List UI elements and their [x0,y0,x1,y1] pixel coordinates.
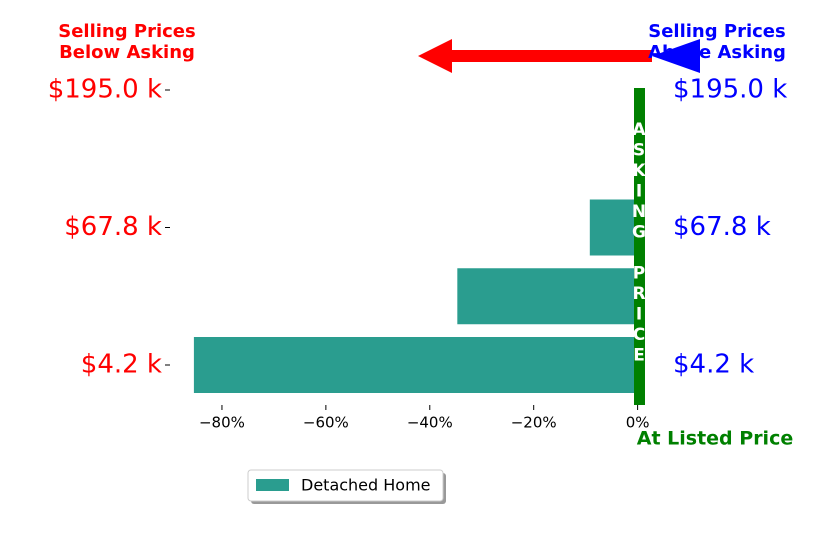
y-tick-label: $4.2 k [81,350,162,380]
y-tick-label: $67.8 k [64,212,162,242]
y2-tick-label: $195.0 k [673,75,787,105]
annotation: Selling Prices Above Asking [648,21,786,63]
y2-tick-label: $67.8 k [673,212,771,242]
annotation: Selling Prices Below Asking [58,21,195,63]
legend-swatch [256,479,289,491]
x-tick-label: −80% [199,414,245,432]
x-tick-label: −40% [407,414,453,432]
legend-label: Detached Home [301,476,431,495]
x-tick-label: −60% [303,414,349,432]
legend-box [247,469,444,502]
left-arrow [418,39,652,73]
bar [193,337,638,393]
right-arrow [652,39,700,73]
x-tick-label: −20% [511,414,557,432]
x-tick-label: 0% [626,414,650,432]
asking-price-line [634,88,645,405]
legend: Detached Home [247,469,446,504]
annotation: At Listed Price [637,428,793,450]
bar [589,199,638,256]
y-tick-label: $195.0 k [48,75,162,105]
y2-tick-label: $4.2 k [673,350,754,380]
bar [457,268,638,325]
